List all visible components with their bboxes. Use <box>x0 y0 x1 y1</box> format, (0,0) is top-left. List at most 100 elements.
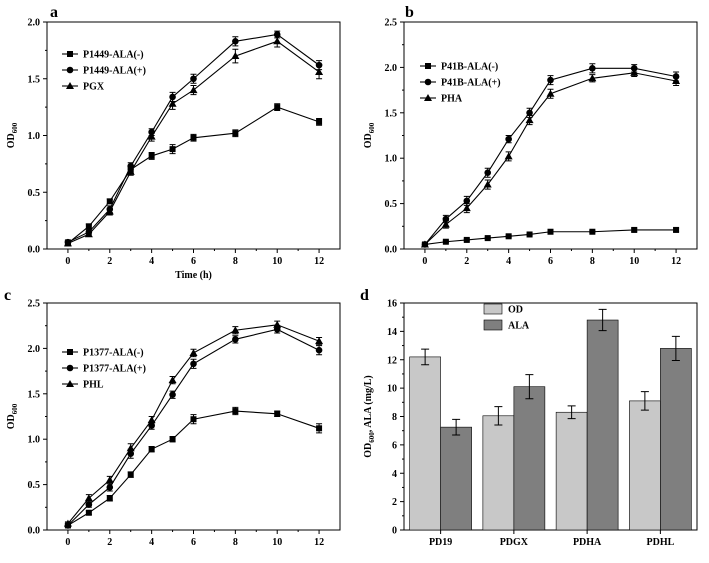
legend-marker <box>67 51 73 57</box>
bar-OD-PDHL <box>629 400 661 531</box>
data-point <box>232 408 239 415</box>
y-tick-label: 2.5 <box>385 18 398 29</box>
data-point <box>273 320 282 328</box>
data-point <box>169 93 176 101</box>
bar-ALA-PD19 <box>440 426 472 531</box>
y-tick-label: 1.5 <box>28 389 41 400</box>
data-point <box>63 239 72 247</box>
y-tick-label: 12 <box>387 355 397 366</box>
data-point <box>463 197 471 205</box>
y-tick-label: 14 <box>387 327 397 338</box>
bar-ALA-PDHL <box>660 348 692 531</box>
chart-panel-a: a OD600 0.0 0.5 1.0 1.5 2.0 0 2 4 6 8 10 12 Time (h) P1… <box>6 4 341 281</box>
data-point <box>127 450 135 458</box>
bar-ALA-PDGX <box>513 386 546 531</box>
y-tick-label: 0.5 <box>28 188 41 199</box>
y-tick-label: 1.5 <box>385 108 398 119</box>
data-point <box>168 99 177 107</box>
legend-label: P1449-ALA(+) <box>83 66 146 77</box>
data-point <box>85 501 93 508</box>
x-tick-label: 4 <box>149 256 154 267</box>
y-tick-label: 0.0 <box>28 245 41 256</box>
data-point <box>274 410 281 417</box>
data-point <box>105 476 114 484</box>
series-line <box>67 328 320 526</box>
data-point <box>190 360 197 368</box>
data-point <box>169 146 176 153</box>
data-point <box>106 495 113 502</box>
series-P1377-ALA(-) <box>64 406 323 529</box>
data-point <box>462 204 471 212</box>
x-tick-label: 10 <box>272 256 282 267</box>
data-point <box>547 228 554 235</box>
series-PGX <box>63 35 324 247</box>
x-tick-label: 4 <box>506 256 511 267</box>
error-bar <box>640 391 649 411</box>
data-point <box>526 109 533 117</box>
data-point <box>420 240 429 248</box>
error-bar <box>494 406 503 426</box>
x-tick-label: PDHL <box>646 537 674 548</box>
series-PHL <box>63 320 324 527</box>
y-tick-label: 1.0 <box>28 435 41 446</box>
x-tick-label: 2 <box>107 537 112 548</box>
data-point <box>85 223 92 230</box>
series-line <box>424 72 677 245</box>
data-point <box>63 519 72 527</box>
data-point <box>190 416 197 423</box>
x-tick-label: 8 <box>590 256 595 267</box>
y-tick-label: 8 <box>392 412 397 423</box>
error-bar <box>671 335 680 361</box>
error-bar <box>598 308 607 332</box>
y-tick-label: 1.5 <box>28 74 41 85</box>
data-point <box>84 494 93 502</box>
x-tick-label: 12 <box>671 256 681 267</box>
y-tick-label: 2 <box>392 497 397 508</box>
x-tick-label: 6 <box>548 256 553 267</box>
chart-panel-d: d OD600, ALA (mg/L) 0 2 4 6 8 10 12 14 16 PD19 PDGX P… <box>360 287 698 548</box>
data-point <box>672 77 681 85</box>
legend-label: PGX <box>83 82 105 93</box>
x-tick-label: 6 <box>191 256 196 267</box>
y-tick-label: 1.0 <box>28 131 41 142</box>
y-tick-label: 10 <box>387 384 397 395</box>
data-point <box>546 89 555 97</box>
data-point <box>589 65 596 72</box>
legend-marker <box>66 380 74 387</box>
y-tick-label: 0.5 <box>28 480 41 491</box>
data-point <box>105 207 114 215</box>
y-tick-label: 1.0 <box>385 154 398 165</box>
data-point <box>127 471 134 478</box>
data-point <box>189 348 198 356</box>
legend-label: P1377-ALA(-) <box>83 348 144 359</box>
data-point <box>273 37 282 45</box>
data-point <box>231 52 240 60</box>
series-line <box>67 410 320 526</box>
data-point <box>232 336 239 343</box>
data-point <box>526 231 533 238</box>
legend-label: PHL <box>83 380 104 391</box>
error-bar <box>567 405 576 420</box>
bar-ALA-PDHA <box>586 319 619 531</box>
data-point <box>85 509 92 516</box>
x-tick-label: 4 <box>149 537 154 548</box>
series-line <box>424 229 677 246</box>
legend-label: PHA <box>441 94 463 105</box>
x-tick-label: 12 <box>314 537 324 548</box>
legend-marker <box>67 349 73 355</box>
data-point <box>673 226 680 233</box>
legend-marker <box>66 364 74 372</box>
x-tick-label: PDGX <box>500 537 529 548</box>
data-point <box>168 376 177 384</box>
legend-label: ALA <box>508 321 530 332</box>
data-point <box>127 162 135 170</box>
panel-letter: b <box>405 4 414 21</box>
legend-swatch <box>483 319 503 331</box>
legend-swatch <box>483 303 503 315</box>
data-point <box>504 152 513 160</box>
y-tick-label: 0 <box>392 526 397 537</box>
data-point <box>147 132 156 140</box>
y-tick-label: 0.0 <box>385 245 398 256</box>
error-bar <box>452 418 461 436</box>
